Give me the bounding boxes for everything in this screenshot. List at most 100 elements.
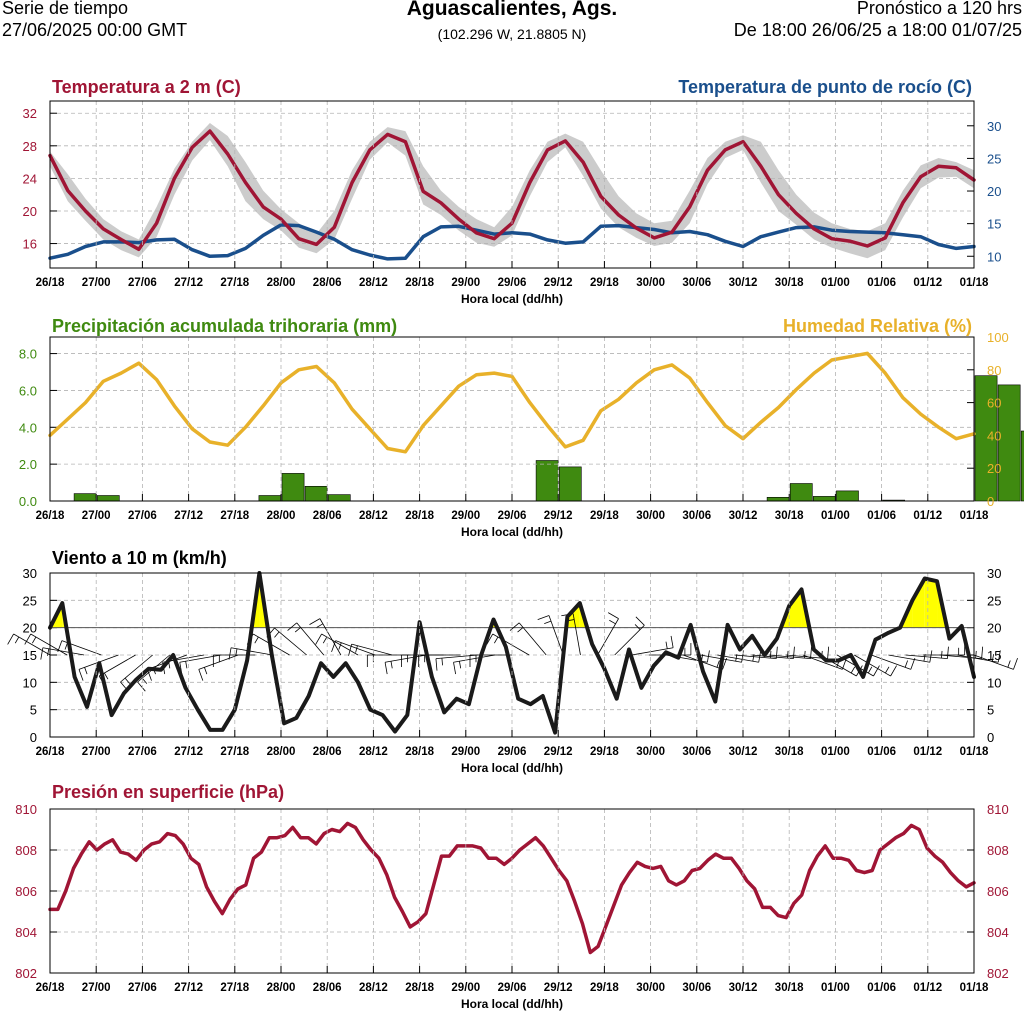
wind-barb-flag [758,650,762,663]
humidity-y-tick-label: 60 [987,396,1001,411]
wind-barb-staff [614,625,645,656]
wind-barb [939,646,984,660]
precipitation-bar [258,495,282,502]
x-tick-label: 29/00 [451,746,480,758]
precipitation-panel-frame [49,336,975,502]
wind-barb-flag [867,666,873,674]
wind-panel-frame [49,572,975,738]
x-tick-label: 26/18 [36,510,65,522]
wind-barb-flag [316,623,324,628]
wind-barb-staff [231,647,273,656]
x-tick-label: 01/12 [913,510,942,522]
precipitation-bar [812,496,836,502]
x-tick-label: 01/12 [913,982,942,994]
x-tick-label: 01/12 [913,277,942,289]
wind-barb-staff [98,654,136,677]
pressure-y-tick-label: 810 [15,802,37,817]
precipitation-bar [558,466,582,502]
wind-barb-flag [124,677,131,684]
wind-barb-staff [854,654,891,677]
temperature-y-tick-label: 16 [23,237,37,252]
wind-barb-staff [734,654,777,660]
pressure-y-tick-label: 802 [15,966,37,981]
x-tick-label: 28/00 [267,746,296,758]
x-axis-label: Hora local (dd/hh) [461,997,563,1011]
wind-barb [854,654,897,677]
x-tick-label: 29/06 [498,982,527,994]
x-axis-label: Hora local (dd/hh) [461,525,563,539]
wind-barb-flag [609,619,616,625]
wind-barb-flag [873,665,880,677]
pressure-y-tick-label: 808 [15,843,37,858]
wind-barb [905,646,949,660]
x-tick-label: 28/06 [313,746,342,758]
wind-barb-flag [910,657,916,670]
wind-barb-flag [185,661,188,669]
wind-barb-flag [294,627,301,633]
wind-barb-flag [716,660,720,668]
x-tick-label: 28/00 [267,277,296,289]
x-tick-label: 30/18 [775,746,804,758]
wind-panel: Viento a 10 m (km/h) 0 5 10 15 20 25 30 0 5 10 15 20… [7,548,1018,745]
wind-barb-flag [904,660,909,668]
precipitation-y-tick-label: 0.0 [19,494,37,509]
relative-humidity-line [48,351,976,454]
wind-barb-flag [975,650,977,659]
x-tick-label: 27/00 [82,746,111,758]
wind-barb [682,654,728,670]
x-tick-label: 30/00 [636,277,665,289]
wind-barb-flag [104,672,109,680]
wind-barb-flag [57,640,63,653]
wind-barb-flag [322,636,328,644]
x-tick-label: 28/06 [313,982,342,994]
wind-y-tick-label: 10 [23,675,37,690]
x-tick-label: 01/00 [821,510,850,522]
x-tick-label: 01/06 [867,510,896,522]
wind-barb-flag [309,618,321,625]
x-tick-label: 01/18 [960,277,989,289]
wind-barb-flag [84,667,88,675]
init-time-label: 27/06/2025 00:00 GMT [2,20,188,40]
precipitation-y-tick-label: 4.0 [19,420,37,435]
wind-barb [401,654,444,667]
x-tick-label: 30/18 [775,982,804,994]
dewpoint-y-tick-label: 20 [987,184,1001,199]
x-tick-label: 28/12 [359,510,388,522]
wind-barb-staff [905,654,948,660]
x-tick-label: 29/18 [590,746,619,758]
dewpoint-line [48,223,976,261]
wind-barb-flag [537,615,550,621]
humidity-y-tick-label: 0 [987,494,994,509]
wind-y-tick-label: 5 [30,703,37,718]
wind-barb-staff [751,654,794,660]
precipitation-bar [766,496,790,502]
x-tick-label: 29/00 [451,982,480,994]
x-axis-label: Hora local (dd/hh) [461,761,563,775]
x-tick-label: 01/00 [821,746,850,758]
wind-barb-flag [274,631,280,638]
precipitation-bar [281,473,305,502]
x-tick-label: 29/00 [451,510,480,522]
humidity-y-tick-label: 80 [987,363,1001,378]
temperature-panel-grid: 26/18 27/00 27/06 27/12 27/18 28/00 28/06 28/12… [36,100,989,306]
wind-barb [7,633,51,656]
wind-barb-flag [810,646,812,659]
wind-barb [973,654,1018,670]
x-tick-label: 27/00 [82,982,111,994]
wind-y-tick-label: 25 [23,593,37,608]
wind-barb-staff [871,654,911,670]
x-tick-label: 28/18 [405,982,434,994]
temperature-y-tick-label: 32 [23,106,37,121]
x-tick-label: 28/00 [267,510,296,522]
x-tick-label: 30/06 [682,510,711,522]
precipitation-bar [997,384,1021,502]
dewpoint-panel-title: Temperatura de punto de rocío (C) [678,77,972,97]
x-tick-label: 27/18 [220,510,249,522]
wind-barb-flag [665,641,668,649]
x-tick-label: 27/06 [128,746,157,758]
x-tick-label: 30/06 [682,982,711,994]
precipitation-y-tick-label: 8.0 [19,347,37,362]
precipitation-y-tick-label: 2.0 [19,457,37,472]
wind-y-tick-label: 15 [23,648,37,663]
wind-barb-flag [390,661,393,669]
